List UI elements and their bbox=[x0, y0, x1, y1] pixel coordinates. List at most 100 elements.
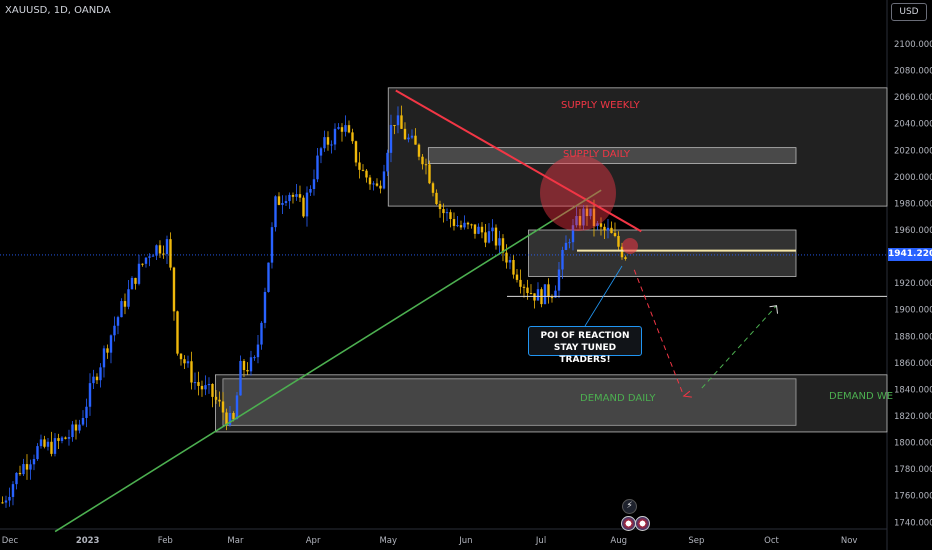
candle-body bbox=[403, 128, 407, 140]
currency-button[interactable]: USD bbox=[891, 3, 927, 21]
candle-body bbox=[312, 179, 316, 190]
price-tick-label: 2060.000 bbox=[894, 93, 932, 103]
zone-rect bbox=[427, 147, 797, 164]
candle-body bbox=[512, 260, 515, 275]
candle-body bbox=[92, 376, 95, 384]
us-flag-icon[interactable] bbox=[621, 516, 636, 531]
candle-body bbox=[116, 317, 120, 326]
candle-body bbox=[358, 162, 361, 170]
candle-body bbox=[571, 225, 575, 243]
flash-icon[interactable]: ⚡ bbox=[622, 499, 637, 514]
candle-body bbox=[596, 223, 599, 226]
candle-body bbox=[400, 115, 403, 129]
candle-body bbox=[473, 224, 477, 234]
candle-body bbox=[323, 137, 326, 149]
candle-body bbox=[620, 246, 624, 258]
candle-body bbox=[270, 227, 274, 263]
price-tick-label: 1880.000 bbox=[894, 332, 932, 342]
us-flag-icon[interactable] bbox=[635, 516, 650, 531]
time-tick-label: Apr bbox=[306, 536, 321, 546]
candle-body bbox=[165, 239, 169, 255]
candle-body bbox=[71, 424, 74, 438]
candle-body bbox=[526, 287, 529, 294]
candle-body bbox=[85, 406, 88, 418]
candle-body bbox=[568, 242, 571, 244]
candle-body bbox=[102, 348, 106, 368]
candle-body bbox=[200, 385, 204, 390]
candle-body bbox=[78, 424, 81, 431]
candle-body bbox=[484, 232, 487, 243]
candle-body bbox=[393, 124, 396, 126]
candle-body bbox=[232, 413, 235, 420]
candle-body bbox=[291, 194, 295, 197]
candles-layer bbox=[1, 105, 627, 508]
candle-body bbox=[25, 464, 29, 470]
time-tick-label: Jul bbox=[535, 536, 546, 546]
candle-body bbox=[53, 438, 57, 454]
time-tick-label: Jun bbox=[458, 536, 472, 546]
price-tick-label: 1860.000 bbox=[894, 359, 932, 369]
candle-body bbox=[281, 202, 284, 205]
candle-body bbox=[267, 262, 270, 292]
candle-body bbox=[564, 242, 568, 250]
candle-body bbox=[309, 189, 312, 193]
candle-body bbox=[459, 225, 463, 228]
price-tick-label: 2000.000 bbox=[894, 173, 932, 183]
candle-body bbox=[211, 383, 214, 397]
candle-body bbox=[197, 382, 200, 386]
candle-body bbox=[333, 128, 337, 145]
candle-body bbox=[141, 263, 144, 265]
price-tick-label: 1760.000 bbox=[894, 492, 932, 502]
candle-body bbox=[15, 472, 18, 485]
candle-body bbox=[389, 124, 393, 153]
symbol-title: XAUUSD, 1D, OANDA bbox=[5, 5, 111, 16]
candle-body bbox=[155, 245, 158, 256]
candle-body bbox=[60, 437, 64, 441]
candle-body bbox=[382, 171, 386, 189]
candle-body bbox=[396, 115, 400, 126]
price-tick-label: 2100.000 bbox=[894, 40, 932, 50]
time-tick-label: Sep bbox=[688, 536, 704, 546]
candle-body bbox=[379, 185, 382, 189]
candle-body bbox=[386, 152, 389, 172]
candle-body bbox=[172, 267, 176, 312]
candle-body bbox=[204, 385, 207, 390]
candle-body bbox=[578, 216, 582, 226]
supply-weekly-label: SUPPLY WEEKLY bbox=[561, 100, 640, 111]
candle-body bbox=[22, 464, 25, 475]
price-tick-label: 1740.000 bbox=[894, 518, 932, 528]
candle-body bbox=[43, 439, 46, 447]
candle-body bbox=[225, 412, 228, 426]
candle-body bbox=[284, 201, 288, 203]
candle-body bbox=[414, 135, 417, 145]
candle-body bbox=[515, 274, 519, 280]
time-tick-label: Feb bbox=[158, 536, 173, 546]
poi-callout[interactable]: POI OF REACTION STAY TUNED TRADERS! bbox=[528, 326, 642, 365]
candle-body bbox=[449, 212, 452, 220]
candle-body bbox=[603, 226, 606, 231]
candle-body bbox=[302, 197, 305, 217]
candle-body bbox=[183, 359, 186, 364]
candle-body bbox=[151, 255, 155, 257]
candle-body bbox=[190, 361, 193, 383]
candle-body bbox=[424, 164, 428, 166]
candle-body bbox=[144, 257, 148, 264]
time-tick-label: Nov bbox=[841, 536, 858, 546]
candle-body bbox=[67, 437, 71, 439]
candle-body bbox=[550, 297, 554, 299]
demand-daily-label: DEMAND DAILY bbox=[580, 393, 656, 404]
candle-body bbox=[179, 353, 183, 360]
candle-body bbox=[421, 156, 424, 165]
candle-body bbox=[375, 183, 379, 186]
candle-body bbox=[228, 413, 232, 426]
poi-callout-line1: POI OF REACTION bbox=[540, 331, 630, 341]
price-tick-label: 2020.000 bbox=[894, 146, 932, 156]
candle-body bbox=[57, 438, 60, 441]
candle-body bbox=[207, 383, 211, 386]
zone-rect bbox=[387, 87, 888, 207]
candle-body bbox=[109, 335, 113, 353]
candle-body bbox=[519, 279, 522, 287]
candle-body bbox=[148, 256, 151, 258]
